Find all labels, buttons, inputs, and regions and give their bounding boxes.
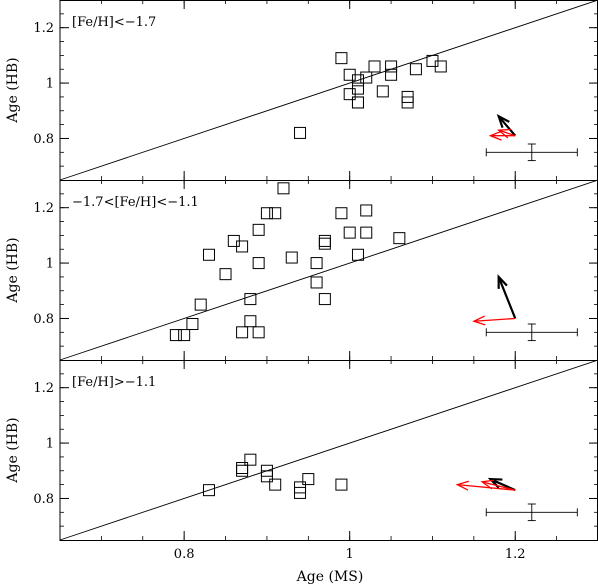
data-point bbox=[360, 226, 373, 239]
data-point bbox=[335, 207, 348, 220]
data-point bbox=[277, 182, 290, 195]
x-tick-labels: 0.8 1 1.2 bbox=[174, 547, 526, 562]
data-point bbox=[368, 60, 381, 73]
data-point bbox=[244, 315, 257, 328]
data-point bbox=[244, 453, 257, 466]
data-point bbox=[376, 85, 389, 98]
data-point bbox=[434, 60, 447, 73]
black-arrow-head bbox=[496, 114, 510, 129]
x-axis-title: Age (MS) bbox=[296, 569, 364, 585]
data-point bbox=[351, 248, 364, 261]
data-point bbox=[269, 478, 282, 491]
data-point bbox=[351, 96, 364, 109]
data-point bbox=[236, 326, 249, 339]
y-tick-label: 1 bbox=[46, 77, 54, 92]
red-arrow-head bbox=[472, 315, 486, 326]
y-tick-label: 1 bbox=[46, 257, 54, 272]
data-point bbox=[360, 71, 373, 84]
y-tick-label: 0.8 bbox=[33, 312, 54, 327]
data-point bbox=[219, 268, 232, 281]
y-tick-label: 0.8 bbox=[33, 132, 54, 147]
data-point bbox=[351, 74, 364, 87]
data-point bbox=[335, 52, 348, 65]
data-point bbox=[169, 329, 182, 342]
data-point bbox=[351, 96, 364, 109]
data-point bbox=[360, 204, 373, 217]
data-point bbox=[236, 464, 249, 477]
panel-label: [Fe/H]>−1.1 bbox=[72, 375, 156, 390]
red-arrow bbox=[481, 481, 516, 491]
red-arrow bbox=[457, 483, 516, 491]
data-point bbox=[409, 63, 422, 76]
black-arrow bbox=[489, 478, 516, 492]
red-arrow-head bbox=[480, 479, 495, 490]
data-point bbox=[260, 207, 273, 220]
data-point bbox=[202, 484, 215, 497]
black-arrow-head bbox=[497, 274, 508, 289]
x-tick-label: 1 bbox=[346, 547, 354, 562]
data-point bbox=[285, 251, 298, 264]
y-tick-label: 1 bbox=[46, 437, 54, 452]
data-point bbox=[269, 207, 282, 220]
data-point bbox=[294, 126, 307, 139]
data-point bbox=[310, 257, 323, 270]
one-to-one-line bbox=[59, 359, 598, 541]
red-arrow-head bbox=[497, 128, 511, 139]
data-point bbox=[335, 478, 348, 491]
data-point bbox=[236, 240, 249, 253]
one-to-one-line bbox=[59, 0, 598, 181]
panel-label: [Fe/H]<−1.7 bbox=[72, 15, 156, 30]
data-point bbox=[318, 234, 331, 247]
data-point bbox=[194, 298, 207, 311]
data-point bbox=[186, 318, 199, 330]
data-point bbox=[393, 232, 406, 245]
data-point bbox=[302, 473, 315, 486]
data-point bbox=[252, 326, 265, 339]
panel-1: 0.8 1 1.2 Age (HB) [Fe/H]<−1.7 bbox=[5, 0, 598, 181]
data-point bbox=[318, 293, 331, 306]
black-arrow bbox=[497, 115, 517, 137]
data-point bbox=[244, 293, 257, 306]
y-axis-title: Age (HB) bbox=[5, 237, 21, 303]
panel-label: −1.7<[Fe/H]<−1.1 bbox=[72, 195, 199, 210]
y-axis-title: Age (HB) bbox=[5, 57, 21, 123]
data-point bbox=[260, 470, 273, 483]
red-arrow-head bbox=[455, 480, 469, 491]
y-tick-label: 1.2 bbox=[33, 381, 54, 396]
data-point bbox=[385, 68, 398, 81]
x-tick-label: 0.8 bbox=[174, 547, 195, 562]
panels-group: 0.8 1 1.2 Age (HB) [Fe/H]<−1.7 0.8 1 1.2 Age (HB… bbox=[5, 0, 598, 541]
data-point bbox=[385, 60, 398, 73]
data-point bbox=[318, 237, 331, 250]
red-arrow bbox=[473, 317, 516, 322]
data-point bbox=[310, 276, 323, 289]
red-arrow bbox=[498, 129, 516, 137]
data-point bbox=[401, 96, 414, 109]
data-point bbox=[351, 82, 364, 95]
data-point bbox=[236, 462, 249, 474]
data-point bbox=[252, 257, 265, 270]
black-arrow bbox=[497, 276, 517, 319]
y-tick-label: 1.2 bbox=[33, 21, 54, 36]
y-tick-label: 1.2 bbox=[33, 201, 54, 216]
panel-3: 0.8 1 1.2 Age (HB) [Fe/H]>−1.1 bbox=[5, 359, 598, 541]
data-point bbox=[294, 486, 307, 499]
data-point bbox=[343, 226, 356, 239]
x-tick-label: 1.2 bbox=[505, 547, 526, 562]
data-point bbox=[178, 329, 191, 342]
red-arrow-head bbox=[488, 130, 502, 141]
y-tick-label: 0.8 bbox=[33, 492, 54, 507]
data-point bbox=[252, 223, 265, 236]
one-to-one-line bbox=[59, 179, 598, 361]
data-point bbox=[202, 248, 215, 261]
panel-2: 0.8 1 1.2 Age (HB) −1.7<[Fe/H]<−1.1 bbox=[5, 179, 598, 361]
y-axis-title: Age (HB) bbox=[5, 417, 21, 483]
